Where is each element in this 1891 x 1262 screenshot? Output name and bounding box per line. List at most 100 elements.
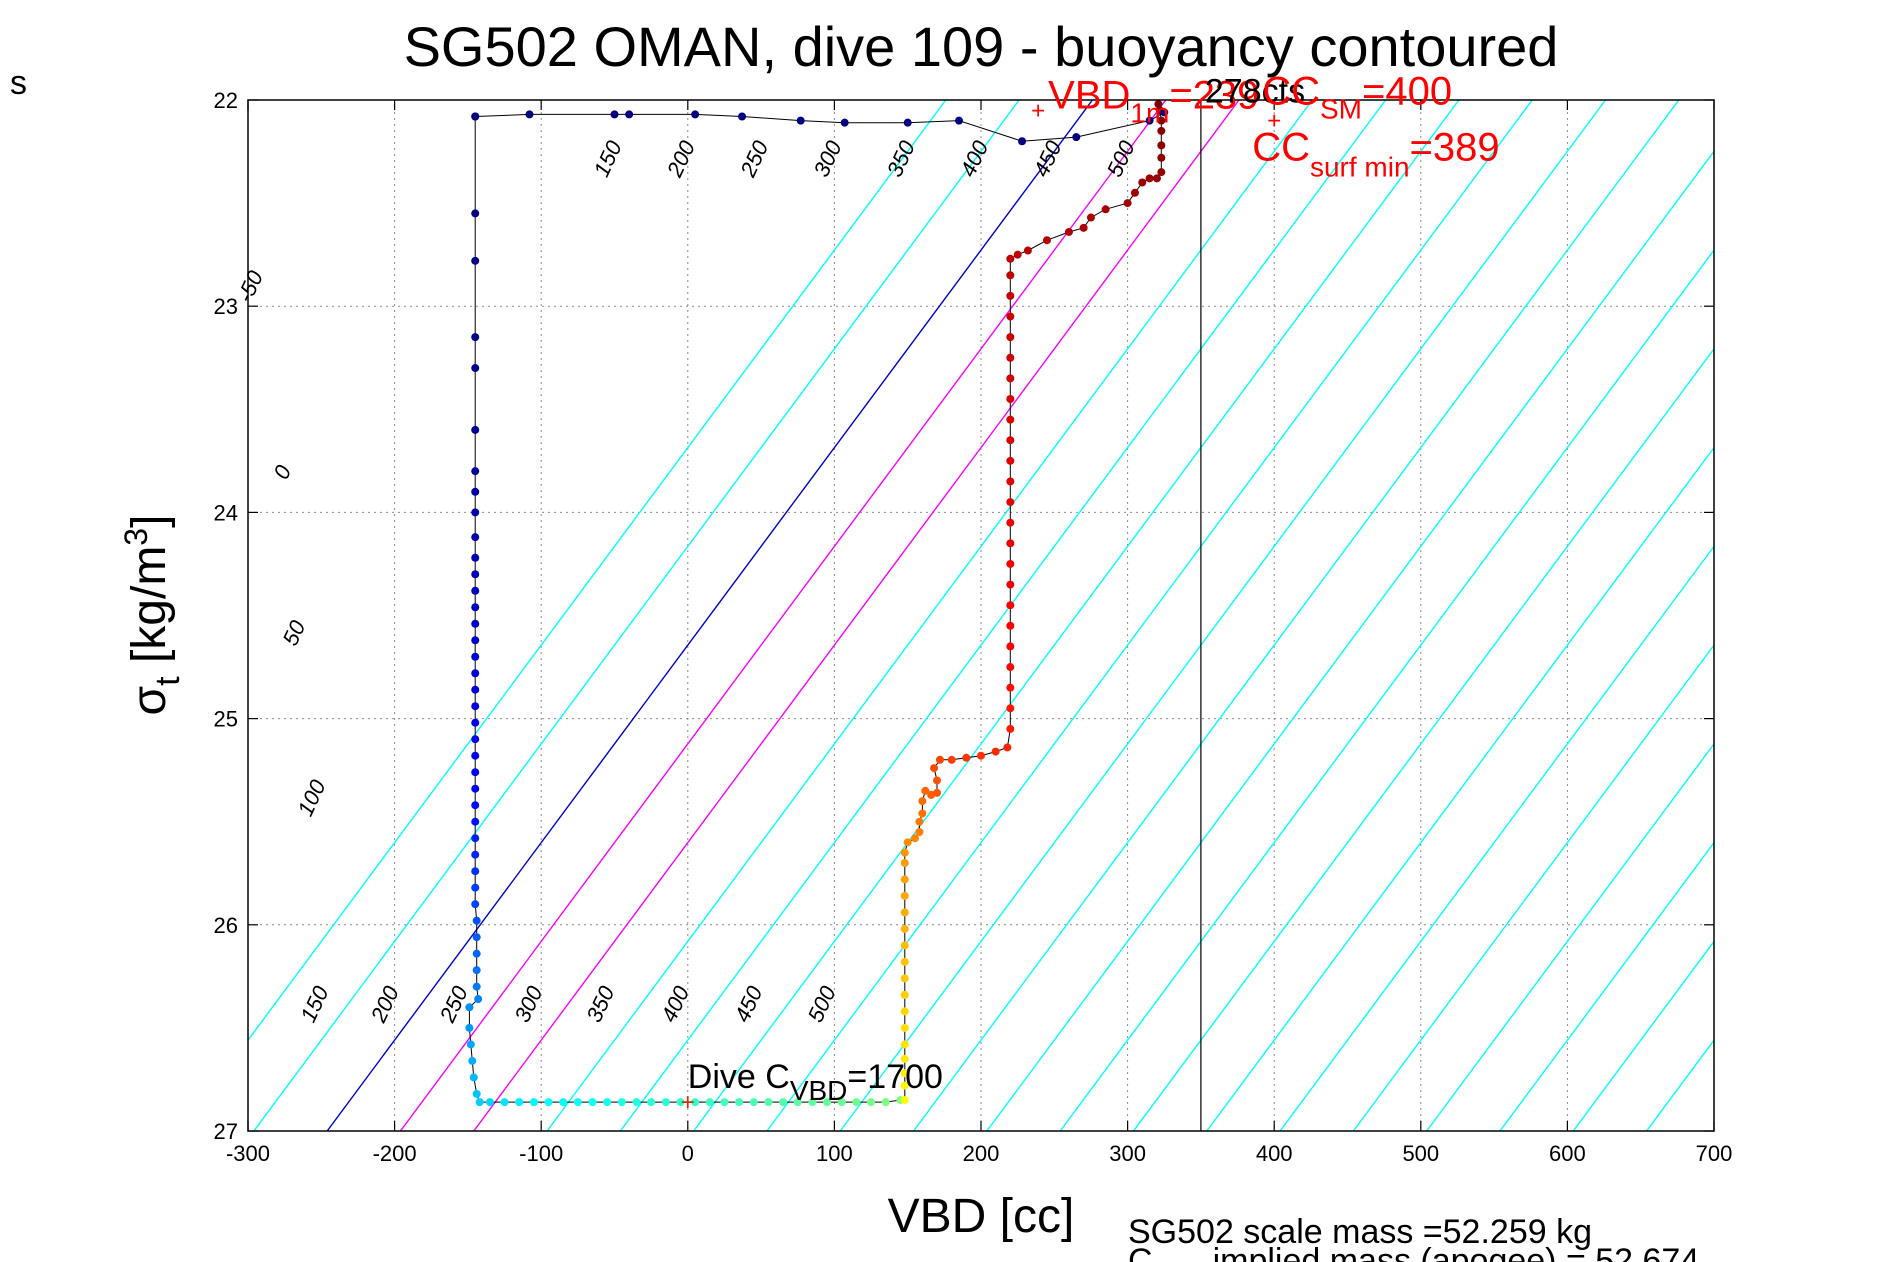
implied-mass-prefix: C (1128, 1242, 1153, 1262)
contour-label: 300 (509, 982, 547, 1027)
climb-point (962, 753, 971, 762)
dive-point (808, 1098, 817, 1107)
climb-point (900, 1040, 909, 1049)
dive-point (471, 508, 480, 517)
dive-point (471, 487, 480, 496)
climb-point (1138, 178, 1147, 187)
cc-surf-min-label: CCsurf min=389 (1252, 125, 1499, 182)
dive-point (471, 619, 480, 628)
climb-point (1145, 174, 1154, 183)
climb-point (947, 755, 956, 764)
dive-point (471, 209, 480, 218)
dive-point (471, 467, 480, 476)
dive-point (471, 817, 480, 826)
y-tick-label: 27 (214, 1119, 238, 1144)
y-tick-label: 24 (214, 500, 238, 525)
contour-line (473, 100, 1240, 1131)
climb-point (1006, 394, 1015, 403)
climb-point (900, 1096, 909, 1105)
climb-point (933, 788, 942, 797)
dive-point (793, 1098, 802, 1107)
surface-point (625, 110, 634, 119)
x-tick-label: -300 (226, 1141, 270, 1166)
climb-point (977, 751, 985, 760)
surface-point (796, 116, 805, 125)
x-tick-label: 500 (1402, 1141, 1439, 1166)
cc-surf-min-value: =389 (1410, 125, 1500, 169)
climb-point (1123, 199, 1132, 208)
dive-point (529, 1098, 538, 1107)
cc-sm-marker: + (1267, 107, 1281, 134)
climb-point (991, 747, 1000, 756)
dive-point (471, 751, 480, 760)
dive-point (471, 256, 480, 265)
surface-point (738, 112, 747, 121)
dive-point (472, 966, 481, 975)
dive-point (720, 1098, 729, 1107)
contour-line (619, 100, 1387, 1131)
dive-point (469, 1073, 478, 1082)
dive-point (647, 1098, 656, 1107)
climb-point (1006, 374, 1015, 383)
surface-point (1018, 137, 1027, 146)
contour-line (913, 100, 1680, 1131)
grid (248, 100, 1714, 1131)
buoyancy-contours (248, 100, 1714, 1131)
cc-sm-prefix: CC (1262, 69, 1320, 113)
contour-label: 350 (581, 982, 619, 1027)
climb-point (900, 858, 909, 867)
climb-point (1006, 456, 1015, 465)
contour-label: 0 (268, 461, 296, 483)
contour-label: 400 (656, 982, 694, 1027)
contour-line (1059, 248, 1714, 1131)
dive-point (471, 718, 480, 727)
contour-line (1646, 1038, 1714, 1131)
vbd-1m-prefix: VBD (1048, 73, 1130, 117)
dive-point (471, 570, 480, 579)
contour-line (1132, 347, 1714, 1131)
climb-point (1006, 353, 1015, 362)
climb-point (1006, 477, 1015, 486)
climb-point (1006, 559, 1015, 568)
chart-title: SG502 OMAN, dive 109 - buoyancy contoure… (404, 15, 1559, 78)
climb-point (1006, 498, 1015, 507)
y-axis-close: ] (123, 515, 176, 528)
climb-point (1079, 223, 1088, 232)
climb-point (1006, 724, 1015, 733)
climb-point (915, 817, 924, 826)
dive-point (588, 1098, 597, 1107)
x-tick-label: 300 (1109, 1141, 1146, 1166)
climb-point (900, 848, 909, 857)
dive-point (471, 533, 480, 542)
contour-label: 200 (661, 136, 700, 181)
dive-point (764, 1098, 773, 1107)
surface-point (1145, 116, 1154, 125)
y-axis-superscript: 3 (118, 528, 154, 546)
climb-point (900, 1081, 909, 1090)
cc-sm-sub: SM (1320, 93, 1362, 124)
climb-point (1154, 100, 1163, 109)
dive-point (573, 1098, 582, 1107)
climb-point (1157, 126, 1166, 135)
dive-point (472, 1089, 481, 1098)
dive-point (475, 1098, 484, 1107)
dive-point (472, 982, 481, 991)
surface-point (471, 112, 480, 121)
climb-point (1152, 174, 1161, 183)
climb-point (900, 924, 909, 933)
climb-point (1086, 213, 1095, 222)
dive-point (471, 834, 480, 843)
climb-point (1006, 683, 1015, 692)
dive-point (471, 784, 480, 793)
glider-trace (468, 103, 1165, 1103)
cc-sm-value: =400 (1362, 69, 1452, 113)
climb-point (1064, 227, 1073, 236)
climb-point (1130, 188, 1139, 197)
surface-point (610, 110, 619, 119)
dive-point (471, 603, 480, 612)
contour-line (326, 100, 1093, 1131)
dive-point (779, 1098, 788, 1107)
climb-point (1157, 153, 1166, 162)
dive-point (471, 652, 480, 661)
climb-point (900, 908, 909, 917)
